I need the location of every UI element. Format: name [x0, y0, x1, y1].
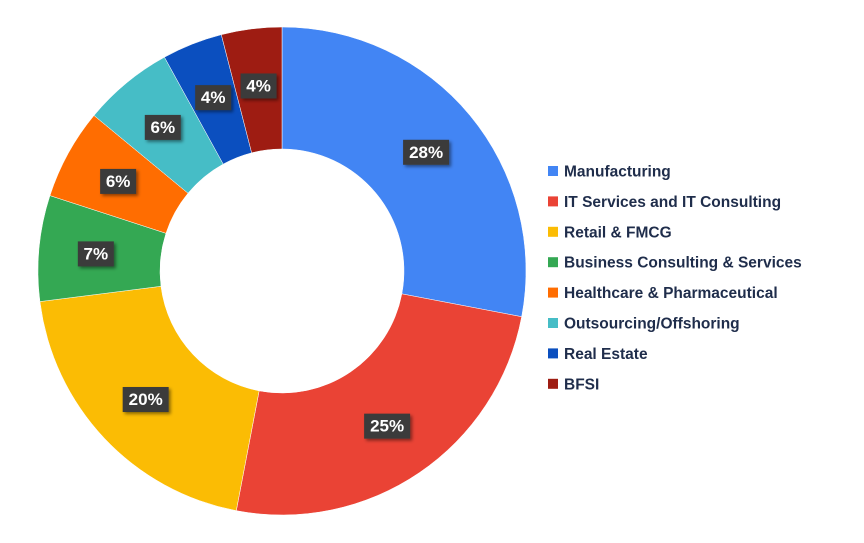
chart-slices	[37, 26, 527, 516]
data-label-retail-fmcg: 20%	[122, 387, 169, 413]
legend-swatch	[548, 287, 558, 298]
data-label-text: 4%	[201, 88, 226, 107]
data-label-real-estate: 4%	[195, 85, 232, 111]
data-label-box	[144, 114, 181, 140]
legend-label: BFSI	[564, 376, 599, 393]
data-label-text: 6%	[106, 172, 131, 191]
data-label-box	[403, 139, 450, 165]
chart-data-labels: 28% 25% 20% 7% 6% 6% 4% 4%	[77, 73, 450, 439]
legend-label: IT Services and IT Consulting	[564, 194, 781, 211]
legend-swatch	[548, 318, 558, 328]
data-label-manufacturing: 28%	[403, 139, 450, 165]
legend-swatch	[548, 166, 558, 176]
chart-legend: Manufacturing IT Services and IT Consulti…	[548, 164, 802, 393]
data-label-box	[364, 413, 411, 439]
legend-swatch	[548, 348, 558, 359]
data-label-text: 4%	[246, 76, 271, 95]
data-label-box	[77, 241, 114, 267]
legend-swatch	[548, 226, 558, 237]
data-label-healthcare-pharmaceutical: 6%	[100, 168, 137, 194]
data-label-text: 7%	[84, 244, 109, 263]
data-label-text: 28%	[409, 143, 443, 162]
legend-item-retail-fmcg: Retail & FMCG	[548, 224, 672, 241]
legend-swatch	[548, 196, 558, 207]
legend-label: Retail & FMCG	[564, 224, 672, 241]
legend-label: Real Estate	[564, 346, 648, 363]
data-label-text: 20%	[129, 390, 163, 409]
data-label-text: 25%	[370, 417, 404, 436]
legend-item-it-services-and-it-consulting: IT Services and IT Consulting	[548, 194, 781, 211]
legend-item-healthcare-pharmaceutical: Healthcare & Pharmaceutical	[548, 285, 778, 302]
legend-label: Business Consulting & Services	[564, 255, 802, 272]
legend-item-outsourcing-offshoring: Outsourcing/Offshoring	[548, 316, 740, 333]
slice-manufacturing	[281, 26, 527, 318]
data-label-outsourcing-offshoring: 6%	[144, 114, 181, 140]
data-label-bfsi: 4%	[240, 73, 277, 99]
data-label-box	[195, 85, 232, 111]
legend-label: Manufacturing	[564, 164, 671, 181]
data-label-box	[100, 168, 137, 194]
data-label-text: 6%	[151, 118, 176, 137]
data-label-it-services-and-it-consulting: 25%	[364, 413, 411, 439]
legend-label: Healthcare & Pharmaceutical	[564, 285, 778, 302]
data-label-box	[122, 387, 169, 413]
legend-item-business-consulting-services: Business Consulting & Services	[548, 255, 802, 272]
legend-item-real-estate: Real Estate	[548, 346, 648, 363]
slice-it-services-and-it-consulting	[235, 293, 522, 516]
legend-item-bfsi: BFSI	[548, 376, 599, 393]
legend-swatch	[548, 378, 558, 389]
data-label-box	[240, 73, 277, 99]
data-label-business-consulting-services: 7%	[77, 241, 114, 267]
legend-item-manufacturing: Manufacturing	[548, 164, 671, 181]
legend-swatch	[548, 257, 558, 268]
legend-label: Outsourcing/Offshoring	[564, 316, 740, 333]
